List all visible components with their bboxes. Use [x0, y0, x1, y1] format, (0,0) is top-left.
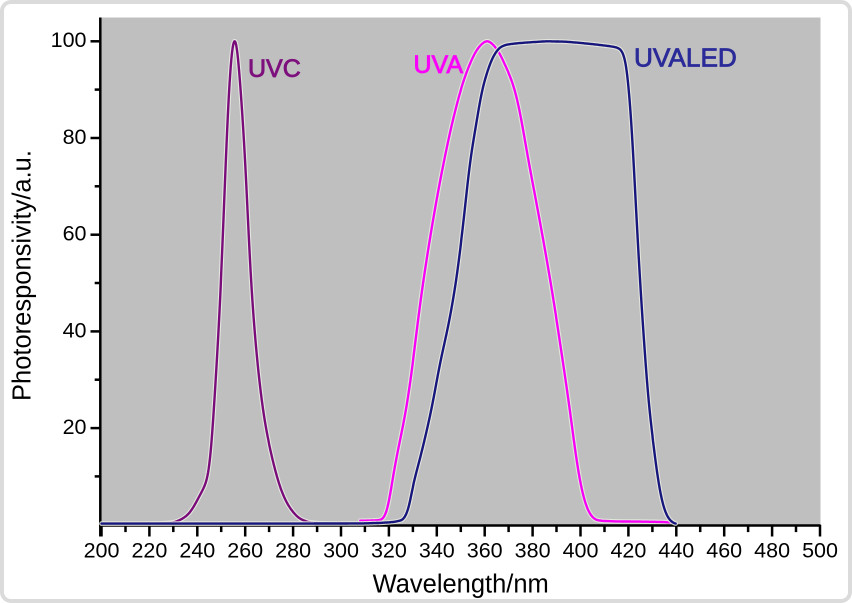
svg-text:20: 20 — [63, 415, 87, 439]
svg-text:400: 400 — [563, 539, 599, 563]
svg-text:UVA: UVA — [414, 51, 464, 79]
svg-text:Wavelength/nm: Wavelength/nm — [373, 570, 549, 598]
svg-text:UVALED: UVALED — [634, 43, 737, 73]
svg-text:80: 80 — [63, 125, 87, 149]
svg-text:380: 380 — [515, 539, 551, 563]
svg-text:500: 500 — [802, 539, 838, 563]
svg-text:360: 360 — [467, 539, 503, 563]
svg-text:460: 460 — [706, 539, 742, 563]
svg-text:Photoresponsivity/a.u.: Photoresponsivity/a.u. — [9, 150, 37, 401]
svg-text:300: 300 — [323, 539, 359, 563]
svg-text:40: 40 — [63, 318, 87, 342]
svg-text:440: 440 — [658, 539, 694, 563]
svg-text:100: 100 — [51, 28, 87, 52]
svg-text:480: 480 — [754, 539, 790, 563]
svg-text:420: 420 — [610, 539, 646, 563]
svg-text:60: 60 — [63, 222, 87, 246]
svg-text:340: 340 — [419, 539, 455, 563]
svg-text:UVC: UVC — [248, 55, 301, 83]
svg-text:260: 260 — [227, 539, 263, 563]
svg-text:240: 240 — [179, 539, 215, 563]
svg-text:200: 200 — [84, 539, 120, 563]
svg-text:280: 280 — [275, 539, 311, 563]
svg-text:220: 220 — [131, 539, 167, 563]
svg-text:320: 320 — [371, 539, 407, 563]
